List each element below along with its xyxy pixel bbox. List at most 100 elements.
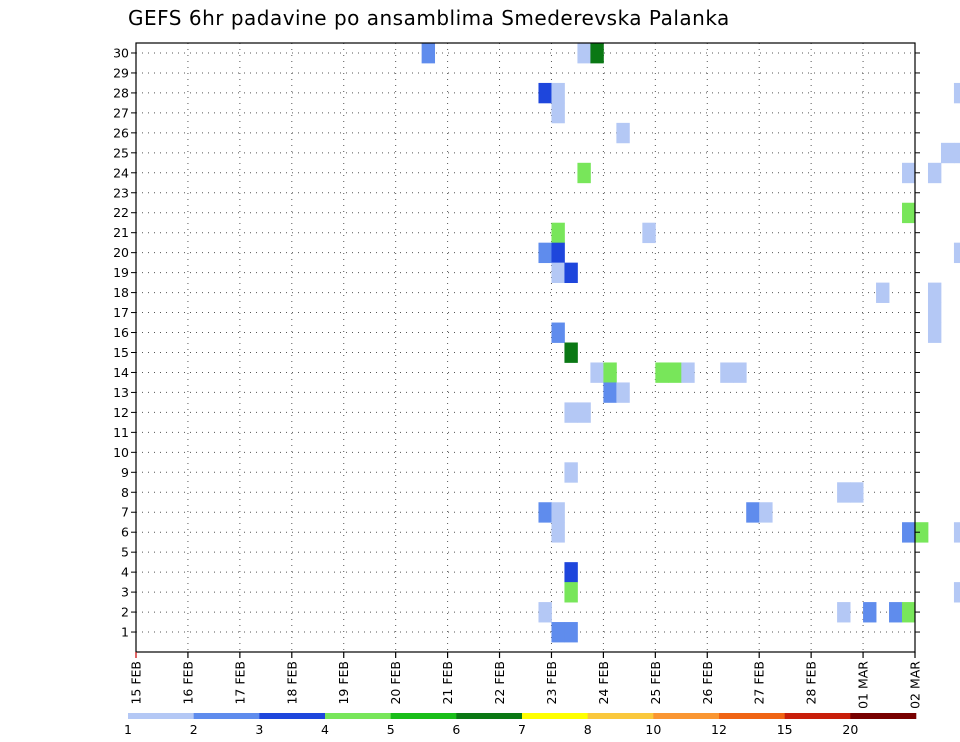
legend-label: 7 [518, 722, 526, 737]
y-tick-label: 26 [113, 125, 129, 140]
heatmap-cell [551, 322, 565, 343]
heatmap-cell [746, 502, 760, 523]
heatmap-cell [902, 162, 916, 184]
x-tick-label: 25 FEB [648, 661, 663, 705]
heatmap-cell [927, 322, 942, 343]
y-tick-label: 28 [113, 85, 129, 100]
x-tick-label: 02 MAR [908, 661, 923, 709]
y-tick-label: 15 [113, 345, 129, 360]
x-tick-label: 24 FEB [596, 661, 611, 705]
heatmap-cell [551, 82, 565, 104]
heatmap-cell [681, 362, 695, 383]
y-tick-label: 13 [113, 385, 129, 400]
heatmap-cell [759, 502, 773, 523]
legend-color-segment [850, 713, 917, 719]
heatmap-cell [577, 162, 591, 184]
x-tick-label: 22 FEB [492, 661, 507, 705]
y-tick-label: 16 [113, 325, 129, 340]
y-tick-label: 30 [113, 45, 129, 60]
x-tick-label: 27 FEB [752, 661, 767, 705]
heatmap-cell [551, 222, 565, 244]
y-tick-label: 6 [121, 525, 129, 540]
x-tick-label: 19 FEB [336, 661, 351, 705]
heatmap-cell [577, 402, 591, 423]
heatmap-cell [538, 602, 552, 623]
heatmap-cell [720, 362, 734, 383]
heatmap-cell [564, 262, 578, 284]
x-tick-label: 01 MAR [856, 661, 871, 709]
heatmap-cell [655, 362, 669, 383]
heatmap-cell [953, 142, 960, 164]
heatmap-cell [603, 382, 617, 403]
y-tick-label: 21 [113, 225, 129, 240]
y-tick-label: 17 [113, 305, 129, 320]
heatmap-cell [927, 302, 942, 323]
y-tick-label: 19 [113, 265, 129, 280]
heatmap-cell [837, 482, 851, 503]
legend-color-segment [390, 713, 457, 719]
heatmap-cell [551, 242, 565, 264]
legend-color-segment [325, 713, 391, 719]
heatmap-cell [902, 602, 916, 623]
heatmap-cell [902, 202, 916, 224]
heatmap-cell [551, 102, 565, 124]
legend-label: 2 [190, 722, 198, 737]
y-tick-label: 9 [121, 465, 129, 480]
heatmap-cell [953, 242, 960, 264]
y-tick-label: 22 [113, 205, 129, 220]
legend-label: 10 [645, 722, 661, 737]
y-tick-label: 2 [121, 605, 129, 620]
y-tick-label: 4 [121, 565, 129, 580]
legend-color-segment [784, 713, 851, 719]
heatmap-cell [850, 482, 864, 503]
x-tick-label: 17 FEB [232, 661, 247, 705]
heatmap-cell [953, 522, 960, 543]
y-tick-label: 29 [113, 65, 129, 80]
x-tick-label: 21 FEB [440, 661, 455, 705]
heatmap-cell [551, 522, 565, 543]
heatmap-cell [889, 602, 903, 623]
legend-label: 3 [255, 722, 263, 737]
heatmap-cell [551, 622, 565, 643]
heatmap-cell [421, 43, 436, 64]
legend-color-segment [522, 713, 588, 719]
heatmap-cell [564, 342, 578, 363]
heatmap-cell [577, 43, 591, 64]
heatmap-cell [927, 282, 942, 303]
y-tick-label: 14 [113, 365, 129, 380]
heatmap-cell [837, 602, 851, 623]
legend-color-segment [653, 713, 720, 719]
heatmap-cell [551, 262, 565, 284]
heatmap-cell [603, 362, 617, 383]
x-tick-label: 18 FEB [284, 661, 299, 705]
heatmap-cell [538, 82, 552, 104]
legend-label: 12 [711, 722, 727, 737]
heatmap-cell [642, 222, 656, 244]
heatmap-cell [616, 382, 630, 403]
heatmap-cell [953, 82, 960, 104]
heatmap-cell [863, 602, 877, 623]
y-tick-label: 27 [113, 105, 129, 120]
heatmap-cell [940, 142, 955, 164]
legend-label: 1 [124, 722, 132, 737]
legend-label: 8 [584, 722, 592, 737]
heatmap-cell [590, 43, 604, 64]
y-tick-label: 10 [113, 445, 129, 460]
legend-label: 20 [842, 722, 858, 737]
y-tick-label: 3 [121, 585, 129, 600]
heatmap-cell [616, 122, 630, 144]
y-tick-label: 23 [113, 185, 129, 200]
heatmap-cell [915, 522, 929, 543]
y-tick-label: 1 [121, 625, 129, 640]
y-tick-label: 20 [113, 245, 129, 260]
heatmap-cell [733, 362, 747, 383]
y-tick-label: 24 [113, 165, 129, 180]
heatmap-cell [590, 362, 604, 383]
legend-color-segment [719, 713, 785, 719]
heatmap-cell [668, 362, 682, 383]
x-tick-label: 26 FEB [700, 661, 715, 705]
heatmap-cell [551, 502, 565, 523]
heatmap-cell [902, 522, 916, 543]
heatmap-cell [564, 582, 578, 603]
